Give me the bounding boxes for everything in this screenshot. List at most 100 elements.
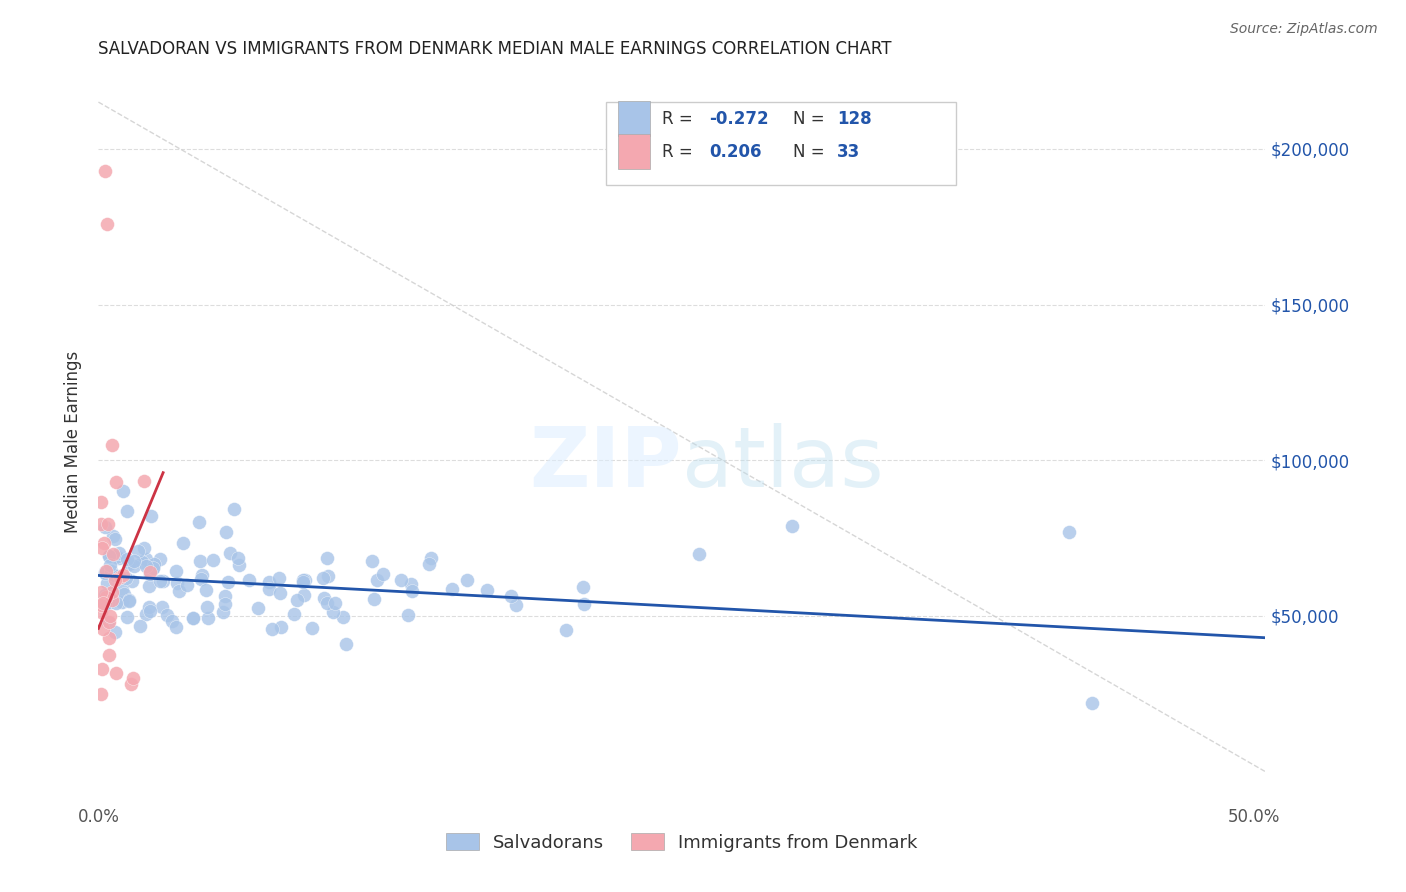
Point <box>110 570 132 584</box>
Text: Source: ZipAtlas.com: Source: ZipAtlas.com <box>1230 22 1378 37</box>
Point <box>96 596 118 610</box>
Point <box>129 618 152 632</box>
Point <box>115 571 138 585</box>
Point <box>257 574 280 589</box>
Point <box>160 614 183 628</box>
Point <box>499 589 522 603</box>
Point <box>149 574 172 588</box>
Point <box>316 569 339 583</box>
Point <box>188 554 211 568</box>
Point <box>142 561 165 575</box>
Point <box>98 648 121 662</box>
Point <box>91 622 114 636</box>
Point <box>90 598 112 612</box>
Point <box>257 582 280 596</box>
Point <box>366 574 388 588</box>
Point <box>505 598 527 612</box>
Point <box>399 576 422 591</box>
Point <box>98 549 121 563</box>
Point <box>124 554 146 568</box>
Point <box>98 549 121 563</box>
Point <box>401 584 423 599</box>
Point <box>335 637 357 651</box>
Point <box>103 568 125 582</box>
Point <box>91 541 114 555</box>
Point <box>132 475 155 489</box>
Point <box>91 596 114 610</box>
Point <box>396 607 419 622</box>
Point <box>420 550 443 565</box>
Point <box>238 574 260 588</box>
Point <box>371 566 394 581</box>
Point <box>134 541 156 556</box>
Point <box>90 585 112 599</box>
Point <box>477 582 499 597</box>
Point <box>291 575 314 590</box>
Point <box>214 590 236 604</box>
Point <box>122 671 145 685</box>
Point <box>332 610 354 624</box>
Point <box>138 579 160 593</box>
Point <box>780 518 803 533</box>
Point <box>285 593 308 607</box>
Point <box>139 566 162 581</box>
Point <box>226 551 249 566</box>
Text: 33: 33 <box>837 143 860 161</box>
Point <box>315 596 337 610</box>
Point <box>554 624 576 638</box>
Point <box>260 622 283 636</box>
Point <box>176 578 198 592</box>
Point <box>90 494 112 508</box>
Point <box>97 615 120 630</box>
Point <box>143 557 166 571</box>
Point <box>90 662 112 676</box>
Point <box>104 532 127 546</box>
Point <box>108 545 131 559</box>
Point <box>98 615 121 630</box>
Point <box>389 573 412 587</box>
Point <box>101 529 124 543</box>
Point <box>111 582 134 597</box>
Legend: Salvadorans, Immigrants from Denmark: Salvadorans, Immigrants from Denmark <box>439 826 925 859</box>
Text: 128: 128 <box>837 110 872 128</box>
Point <box>111 595 134 609</box>
Point <box>181 610 204 624</box>
Point <box>212 605 235 619</box>
Point <box>150 600 173 615</box>
Point <box>101 592 124 607</box>
Point <box>215 524 238 539</box>
Point <box>94 519 117 533</box>
Text: N =: N = <box>793 110 830 128</box>
Point <box>270 620 292 634</box>
Point <box>1057 524 1080 539</box>
Point <box>301 621 323 635</box>
Point <box>94 588 117 602</box>
Point <box>197 611 219 625</box>
Point <box>1289 702 1312 716</box>
Point <box>118 593 141 607</box>
Point <box>103 547 125 561</box>
Point <box>141 509 163 524</box>
Text: SALVADORAN VS IMMIGRANTS FROM DENMARK MEDIAN MALE EARNINGS CORRELATION CHART: SALVADORAN VS IMMIGRANTS FROM DENMARK ME… <box>98 40 891 58</box>
Point <box>96 576 118 591</box>
Point <box>105 549 128 564</box>
Point <box>269 570 291 584</box>
Point <box>228 558 250 573</box>
Point <box>131 555 153 569</box>
Point <box>118 557 141 571</box>
Point <box>363 592 385 607</box>
Point <box>93 536 115 550</box>
Point <box>135 551 157 566</box>
Point <box>142 560 165 574</box>
Point <box>172 536 194 550</box>
Point <box>97 516 120 531</box>
Point <box>115 610 138 624</box>
Point <box>322 606 344 620</box>
Point <box>115 504 138 518</box>
Point <box>214 597 236 611</box>
Point <box>688 547 710 561</box>
Point <box>269 586 291 600</box>
Point <box>115 551 138 566</box>
Point <box>440 582 463 596</box>
Y-axis label: Median Male Earnings: Median Male Earnings <box>65 351 83 533</box>
